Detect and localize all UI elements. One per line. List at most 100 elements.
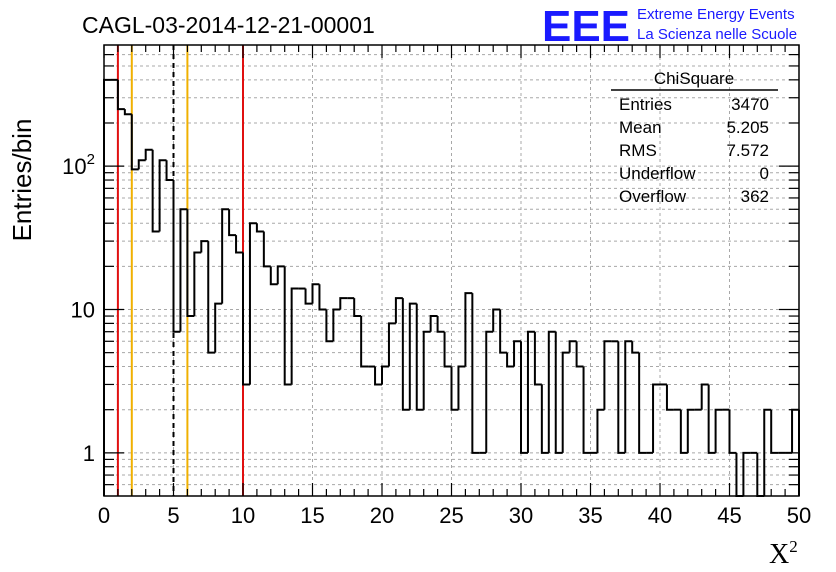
histogram-bin: [568, 340, 577, 353]
histogram-bin: [603, 340, 612, 410]
histogram-bin: [513, 340, 521, 367]
histogram-bin: [144, 148, 153, 161]
histogram-bin: [103, 78, 111, 496]
histogram-bin: [422, 330, 431, 410]
histogram-bin: [186, 209, 195, 318]
histogram-bin: [450, 366, 459, 411]
histogram-bin: [123, 109, 132, 116]
histogram-bin: [158, 159, 167, 232]
histogram-bin: [381, 365, 389, 385]
histogram-bin: [262, 231, 271, 268]
histogram-bin: [443, 331, 452, 368]
histogram-bin: [770, 409, 779, 454]
stats-box: ChiSquare Entries 3470 Mean 5.205 RMS 7.…: [611, 69, 778, 206]
histogram-bin: [596, 408, 605, 453]
histogram-bin: [471, 293, 480, 454]
histogram-bin: [464, 292, 473, 367]
histogram-bin: [492, 308, 501, 332]
stats-label-underflow: Underflow: [619, 164, 696, 183]
logo-mark: EEE: [542, 2, 630, 51]
histogram-bin: [318, 284, 327, 311]
histogram-bin: [617, 341, 626, 454]
histogram-bin: [638, 352, 647, 454]
histogram-bin: [408, 302, 417, 410]
x-tick-label: 45: [717, 503, 741, 528]
histogram-bin: [582, 366, 591, 454]
histogram-bin: [325, 309, 334, 343]
histogram-bin: [679, 409, 688, 454]
histogram-bin: [665, 384, 674, 411]
histogram-bin: [214, 302, 223, 353]
histogram-bin: [172, 180, 181, 333]
stats-value-rms: 7.572: [726, 141, 769, 160]
x-tick-label: 25: [439, 503, 463, 528]
histogram-bin: [728, 409, 737, 454]
histogram-bin: [714, 408, 723, 453]
histogram-bin: [339, 297, 348, 310]
histogram-bin: [311, 283, 320, 304]
histogram-bin: [547, 330, 556, 453]
histogram-bin: [207, 241, 216, 354]
histogram-bin: [221, 208, 230, 304]
histogram-bin: [652, 383, 660, 453]
histogram-bin: [387, 322, 396, 367]
histogram-bin: [631, 341, 640, 354]
histogram-bin: [575, 341, 584, 368]
histogram-bin: [686, 408, 695, 453]
histogram-bins: [103, 78, 800, 497]
x-tick-label: 50: [787, 503, 811, 528]
histogram-bin: [436, 316, 445, 333]
histogram-bin: [200, 240, 209, 253]
x-tick-label: 5: [167, 503, 179, 528]
logo-line-2: La Scienza nelle Scuole: [637, 26, 797, 43]
histogram-bin: [353, 298, 362, 318]
histogram-bin: [283, 266, 292, 386]
histogram-bin: [242, 252, 250, 386]
y-axis-title: Entries/bin: [7, 119, 37, 242]
stats-value-underflow: 0: [760, 164, 769, 183]
logo-line-1: Extreme Energy Events: [637, 6, 795, 23]
histogram-bin: [401, 298, 410, 411]
stats-label-entries: Entries: [619, 95, 672, 114]
run-title: CAGL-03-2014-12-21-00001: [82, 12, 375, 38]
histogram-bin: [179, 208, 188, 332]
histogram-bin: [429, 315, 438, 332]
histogram-bin: [742, 451, 751, 496]
histogram-bin: [332, 308, 341, 342]
histogram-bin: [290, 287, 299, 385]
stats-value-entries: 3470: [731, 95, 769, 114]
histogram-bin: [533, 331, 542, 386]
histogram-bin: [506, 352, 515, 368]
x-tick-label: 40: [648, 503, 672, 528]
histogram-bin: [763, 408, 772, 496]
x-axis-title: X2: [769, 537, 798, 570]
histogram-bin: [255, 223, 264, 233]
histogram-bin: [248, 222, 257, 385]
histogram-bin: [520, 341, 528, 454]
x-tick-label: 15: [300, 503, 324, 528]
histogram-bin: [269, 266, 278, 286]
x-axis-title-superscript: 2: [789, 537, 798, 556]
histogram-bin: [130, 114, 139, 171]
histogram-bin: [360, 316, 369, 368]
histogram-bin: [561, 351, 570, 453]
histogram-bin: [228, 209, 237, 237]
histogram-bin: [624, 340, 633, 453]
histogram-bin: [116, 79, 125, 111]
histogram-bin: [485, 330, 494, 453]
eee-logo: EEE Extreme Energy Events La Scienza nel…: [542, 2, 797, 51]
stats-label-mean: Mean: [619, 118, 662, 137]
histogram-bin: [415, 303, 424, 411]
x-tick-label: 0: [98, 503, 110, 528]
histogram-bin: [791, 408, 799, 453]
histogram-bin: [235, 235, 243, 254]
y-tick-label: 10: [71, 297, 95, 322]
histogram-bin: [707, 384, 716, 454]
stats-title: ChiSquare: [654, 69, 734, 88]
histogram-bin: [554, 331, 563, 454]
histogram-bin: [457, 365, 466, 410]
x-tick-label: 10: [231, 503, 255, 528]
histogram-bin: [526, 330, 535, 453]
histogram-bin: [499, 309, 508, 354]
